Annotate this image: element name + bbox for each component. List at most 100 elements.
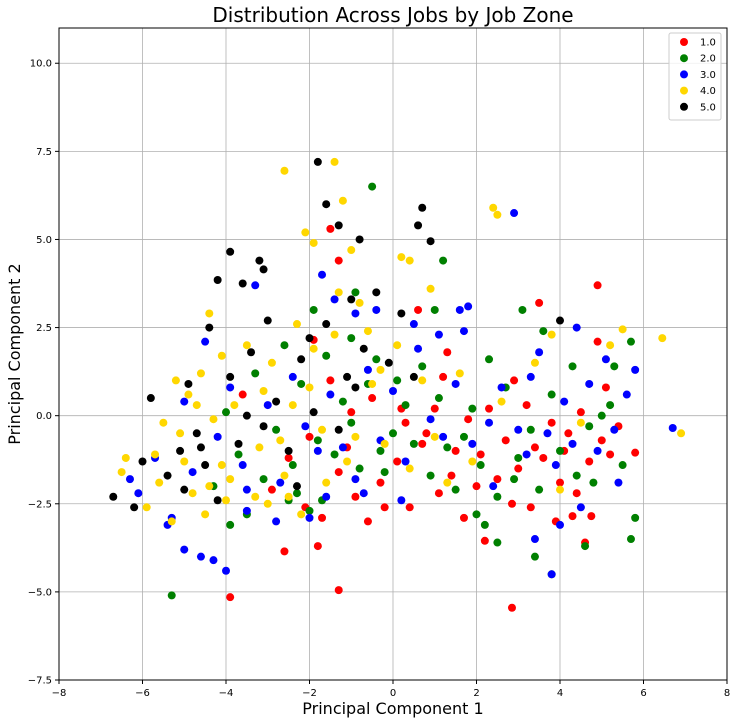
data-point <box>242 341 251 350</box>
data-point <box>230 401 239 410</box>
x-tick-label: 2 <box>473 688 479 699</box>
data-point <box>259 265 268 274</box>
data-point <box>451 379 460 388</box>
data-point <box>125 475 134 484</box>
data-point <box>401 418 410 427</box>
data-point <box>556 446 564 455</box>
data-point <box>359 344 368 353</box>
data-point <box>556 485 564 494</box>
data-point <box>201 461 210 470</box>
data-point <box>180 397 189 406</box>
data-point <box>196 552 205 561</box>
legend-label: 4.0 <box>700 86 716 97</box>
data-point <box>292 489 301 498</box>
data-point <box>397 253 406 262</box>
data-point <box>530 552 539 561</box>
data-point <box>309 238 318 247</box>
data-point <box>430 404 439 413</box>
data-point <box>309 305 318 314</box>
data-point <box>606 401 615 410</box>
data-point <box>259 387 268 396</box>
data-point <box>280 341 289 350</box>
data-point <box>434 394 443 403</box>
data-point <box>560 397 569 406</box>
data-point <box>409 439 418 448</box>
data-point <box>155 478 164 487</box>
data-point <box>151 450 160 459</box>
data-point <box>497 383 506 392</box>
data-point <box>334 288 343 297</box>
data-point <box>368 182 377 191</box>
legend-marker <box>680 38 688 46</box>
x-tick-label: −2 <box>302 688 317 699</box>
data-point <box>347 246 356 255</box>
data-point <box>284 446 293 455</box>
data-point <box>510 209 519 218</box>
data-point <box>422 429 431 438</box>
data-point <box>338 196 347 205</box>
series-4.0 <box>117 157 686 526</box>
data-point <box>426 284 435 293</box>
data-point <box>280 471 289 480</box>
data-point <box>593 281 602 290</box>
data-point <box>326 390 335 399</box>
data-point <box>587 512 596 521</box>
data-point <box>309 408 318 417</box>
data-point <box>130 503 139 512</box>
data-points <box>109 157 686 612</box>
data-point <box>326 224 335 233</box>
data-point <box>443 348 452 357</box>
data-point <box>493 538 502 547</box>
data-point <box>313 157 322 166</box>
legend-label: 1.0 <box>700 38 716 49</box>
x-tick-label: −4 <box>219 688 234 699</box>
data-point <box>347 295 356 304</box>
data-point <box>280 166 289 175</box>
data-point <box>585 457 594 466</box>
data-point <box>455 305 464 314</box>
data-point <box>288 461 297 470</box>
x-tick-label: −6 <box>135 688 150 699</box>
data-point <box>547 570 556 579</box>
y-axis-label: Principal Component 2 <box>5 263 24 444</box>
data-point <box>601 383 610 392</box>
data-point <box>297 379 306 388</box>
data-point <box>459 327 468 336</box>
legend-marker <box>680 102 688 111</box>
data-point <box>397 496 406 505</box>
data-point <box>251 492 260 501</box>
y-tick-label: 10.0 <box>30 59 52 70</box>
data-point <box>530 443 539 452</box>
data-point <box>176 446 185 455</box>
data-point <box>180 485 189 494</box>
data-point <box>188 489 197 498</box>
data-point <box>493 210 502 219</box>
legend-label: 2.0 <box>700 54 716 65</box>
data-point <box>510 376 519 385</box>
chart-title: Distribution Across Jobs by Job Zone <box>212 3 573 27</box>
data-point <box>322 492 331 501</box>
data-point <box>326 376 335 385</box>
data-point <box>355 298 364 307</box>
data-point <box>535 485 544 494</box>
data-point <box>288 372 297 381</box>
x-tick-label: 8 <box>724 688 730 699</box>
data-point <box>347 408 356 417</box>
data-point <box>242 411 251 420</box>
data-point <box>439 372 448 381</box>
data-point <box>292 320 301 329</box>
data-point <box>514 453 523 462</box>
y-tick-label: 0.0 <box>36 411 52 422</box>
data-point <box>338 397 347 406</box>
data-point <box>134 489 143 498</box>
data-point <box>363 517 372 526</box>
data-point <box>196 369 205 378</box>
data-point <box>376 446 385 455</box>
data-point <box>167 591 176 600</box>
legend-label: 3.0 <box>700 70 716 81</box>
data-point <box>405 503 414 512</box>
data-point <box>213 432 222 441</box>
data-point <box>439 256 448 265</box>
data-point <box>272 425 281 434</box>
legend-marker <box>680 54 688 63</box>
